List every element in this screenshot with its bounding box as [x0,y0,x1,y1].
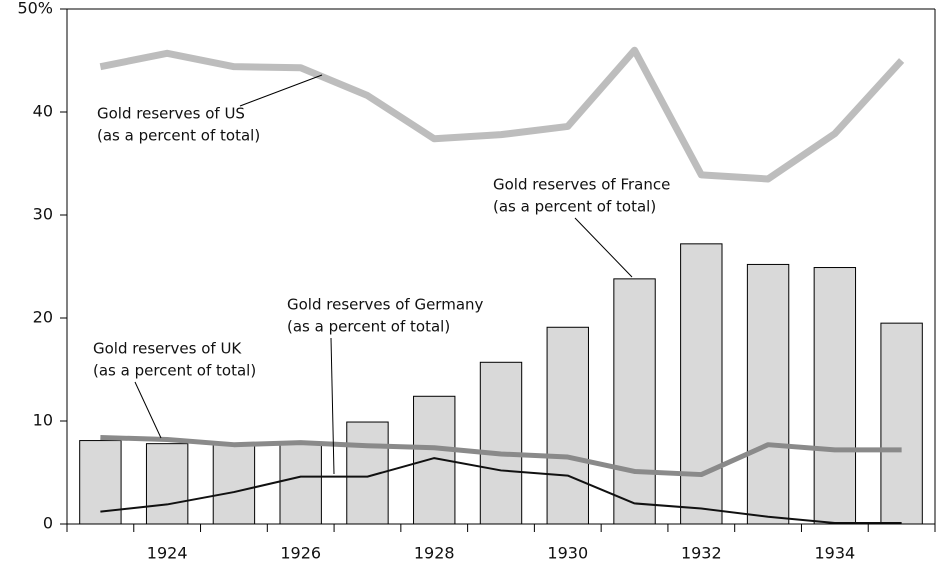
bar [479,361,523,525]
annotation: Gold reserves of UK [93,340,242,358]
x-tick-label: 1932 [681,544,722,563]
y-tick-label: 20 [33,308,53,327]
annotation: (as a percent of total) [93,362,256,380]
y-tick-label: 30 [33,205,53,224]
annotation: Gold reserves of Germany [287,296,484,314]
line [99,46,905,183]
annotation: (as a percent of total) [493,198,656,216]
line [100,434,902,478]
bar [746,263,790,525]
leader-line [239,74,323,107]
leader-line [574,217,633,278]
line [100,457,902,524]
x-tick-label: 1926 [280,544,321,563]
y-tick-label: 50% [17,0,53,18]
annotation: (as a percent of total) [97,127,260,145]
x-tick-label: 1928 [414,544,455,563]
bar [279,443,322,525]
bar [880,322,923,525]
annotation: Gold reserves of France [493,176,670,194]
bar [613,278,656,525]
y-tick-label: 0 [43,514,53,533]
leader-line [134,381,162,439]
x-tick-label: 1934 [814,544,855,563]
bar [145,443,189,525]
y-tick-label: 10 [33,411,53,430]
bar [680,243,723,525]
bar [212,444,256,525]
bar [813,267,857,525]
x-tick-label: 1924 [147,544,188,563]
plot [79,46,923,525]
y-tick-label: 40 [33,102,53,121]
x-tick-label: 1930 [547,544,588,563]
annotation: (as a percent of total) [287,318,450,336]
annotation: Gold reserves of US [97,105,245,123]
bar [546,326,589,525]
leader-line [330,337,335,475]
